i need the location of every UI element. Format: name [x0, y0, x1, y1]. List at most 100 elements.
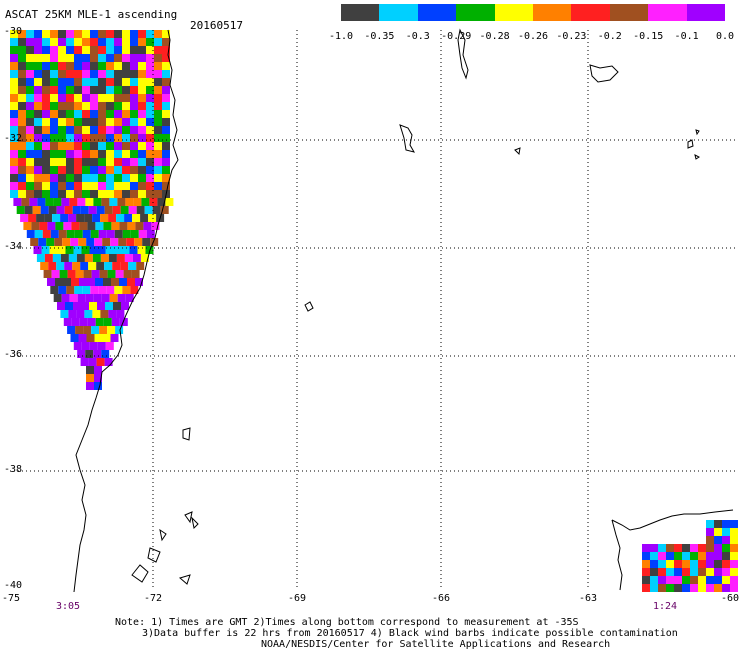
- swath-cell: [698, 552, 706, 560]
- swath-cell: [105, 246, 114, 254]
- swath-cell: [29, 198, 38, 206]
- swath-cell: [137, 246, 146, 254]
- swath-cell: [730, 544, 738, 552]
- swath-cell: [82, 70, 90, 78]
- swath-cell: [51, 270, 60, 278]
- swath-cell: [77, 294, 86, 302]
- swath-cell: [58, 190, 66, 198]
- swath-cell: [162, 150, 170, 158]
- swath-cell: [74, 150, 82, 158]
- colorbar-label: -0.1: [674, 31, 699, 42]
- swath-cell: [58, 118, 66, 126]
- swath-cell: [94, 366, 102, 374]
- swath-cell: [89, 342, 98, 350]
- swath-cell: [50, 110, 58, 118]
- colorbar-swatch: [609, 4, 649, 21]
- swath-cell: [110, 238, 119, 246]
- swath-cell: [42, 110, 50, 118]
- swath-cell: [74, 54, 82, 62]
- swath-cell: [66, 46, 74, 54]
- swath-cell: [690, 576, 698, 584]
- swath-cell: [162, 118, 170, 126]
- swath-cell: [146, 190, 154, 198]
- swath-cell: [146, 142, 154, 150]
- swath-cell: [97, 342, 106, 350]
- swath-cell: [730, 552, 738, 560]
- swath-cell: [74, 62, 82, 70]
- swath-cell: [37, 198, 46, 206]
- swath-cell: [58, 134, 66, 142]
- swath-cell: [154, 46, 162, 54]
- swath-cell: [138, 46, 146, 54]
- swath-cell: [18, 134, 26, 142]
- swath-cell: [58, 182, 66, 190]
- swath-cell: [58, 70, 66, 78]
- swath-cell: [66, 150, 74, 158]
- swath-cell: [714, 576, 722, 584]
- swath-cell: [58, 230, 67, 238]
- swath-cell: [106, 182, 114, 190]
- swath-cell: [70, 334, 79, 342]
- swath-cell: [92, 214, 101, 222]
- swath-cell: [714, 560, 722, 568]
- swath-cell: [162, 30, 170, 38]
- swath-cell: [58, 126, 66, 134]
- swath-time-2: 1:24: [652, 601, 678, 612]
- swath-cell: [162, 78, 170, 86]
- swath-cell: [674, 552, 682, 560]
- swath-cell: [162, 126, 170, 134]
- swath-cell: [66, 70, 74, 78]
- swath-cell: [50, 142, 58, 150]
- swath-cell: [90, 182, 98, 190]
- swath-cell: [42, 30, 50, 38]
- swath-cell: [151, 222, 160, 230]
- swath-cell: [128, 206, 137, 214]
- swath-cell: [666, 584, 674, 592]
- swath-cell: [706, 568, 714, 576]
- swath-cell: [98, 142, 106, 150]
- swath-cell: [34, 46, 42, 54]
- swath-cell: [24, 206, 33, 214]
- swath-cell: [10, 118, 18, 126]
- swath-cell: [94, 334, 103, 342]
- swath-cell: [103, 222, 112, 230]
- swath-cell: [98, 62, 106, 70]
- swath-cell: [26, 126, 34, 134]
- swath-cell: [84, 214, 93, 222]
- swath-cell: [86, 238, 95, 246]
- swath-cell: [82, 126, 90, 134]
- swath-cell: [162, 102, 170, 110]
- swath-cell: [42, 150, 50, 158]
- swath-cell: [106, 118, 114, 126]
- swath-cell: [47, 222, 56, 230]
- swath-cell: [130, 158, 138, 166]
- swath-cell: [50, 62, 58, 70]
- swath-cell: [26, 182, 34, 190]
- swath-cell: [53, 198, 62, 206]
- swath-cell: [42, 54, 50, 62]
- swath-cell: [50, 182, 58, 190]
- swath-cell: [146, 110, 154, 118]
- swath-cell: [42, 190, 50, 198]
- swath-cell: [21, 198, 30, 206]
- swath-cell: [34, 190, 42, 198]
- swath-cell: [146, 46, 154, 54]
- swath-cell: [58, 62, 66, 70]
- swath-cell: [93, 350, 102, 358]
- swath-cell: [93, 294, 102, 302]
- swath-cell: [122, 174, 130, 182]
- swath-cell: [642, 576, 650, 584]
- swath-cell: [154, 62, 162, 70]
- swath-cell: [730, 520, 738, 528]
- swath-cell: [122, 30, 130, 38]
- swath-cell: [90, 126, 98, 134]
- swath-cell: [18, 86, 26, 94]
- swath-cell: [34, 150, 42, 158]
- swath-cell: [130, 94, 138, 102]
- swath-cell: [72, 262, 81, 270]
- swath-cell: [101, 198, 110, 206]
- lon-label-72: -72: [143, 593, 163, 604]
- swath-cell: [100, 310, 109, 318]
- swath-cell: [114, 46, 122, 54]
- swath-cell: [96, 358, 105, 366]
